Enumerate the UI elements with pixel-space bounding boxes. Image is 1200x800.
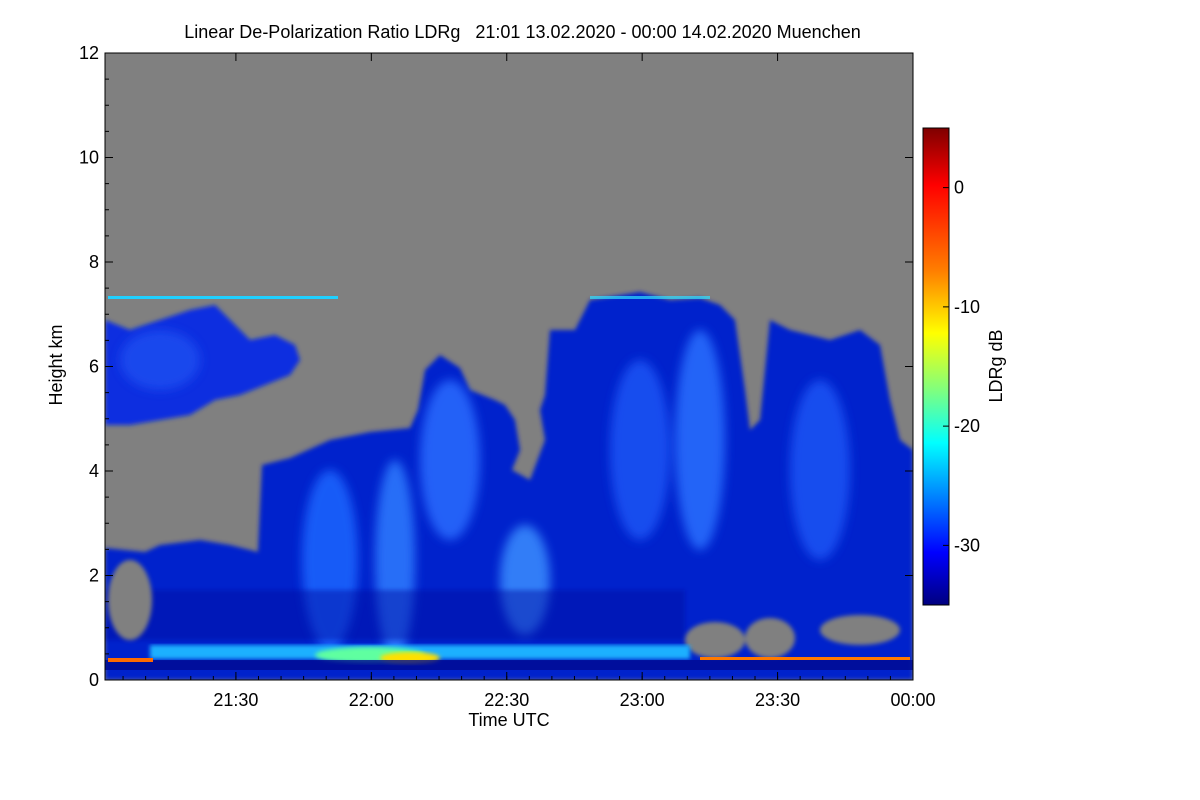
x-axis: 21:30 22:00 22:30 23:00 23:30 00:00 bbox=[122, 53, 936, 710]
lower-dark-region bbox=[105, 590, 685, 640]
gap-patch bbox=[745, 618, 795, 658]
y-tick-label: 2 bbox=[89, 566, 99, 586]
x-tick-label: 22:30 bbox=[484, 690, 529, 710]
colorbar-tick-label: -10 bbox=[954, 297, 980, 317]
high-layer-line bbox=[108, 296, 338, 299]
colorbar-label: LDRg dB bbox=[986, 329, 1006, 402]
y-tick-label: 8 bbox=[89, 252, 99, 272]
x-tick-label: 21:30 bbox=[213, 690, 258, 710]
y-tick-label: 6 bbox=[89, 357, 99, 377]
x-axis-label: Time UTC bbox=[468, 710, 549, 730]
y-tick-label: 12 bbox=[79, 43, 99, 63]
ground-streak bbox=[700, 657, 910, 660]
gap-patch bbox=[108, 560, 152, 640]
gap-patch bbox=[820, 615, 900, 645]
streak bbox=[120, 330, 200, 390]
colorbar-tick-label: 0 bbox=[954, 178, 964, 198]
streak bbox=[610, 360, 670, 540]
x-tick-label: 23:00 bbox=[620, 690, 665, 710]
x-tick-label: 22:00 bbox=[349, 690, 394, 710]
y-tick-label: 0 bbox=[89, 670, 99, 690]
chart-title: Linear De-Polarization Ratio LDRg 21:01 … bbox=[184, 22, 861, 42]
x-tick-label: 23:30 bbox=[755, 690, 800, 710]
y-axis-label: Height km bbox=[46, 324, 66, 405]
streak bbox=[790, 380, 850, 560]
high-layer-line bbox=[590, 296, 710, 299]
ground-streak bbox=[108, 658, 153, 662]
y-axis: 0 2 4 6 8 10 12 bbox=[79, 43, 913, 690]
streak bbox=[420, 380, 480, 540]
near-ground-band bbox=[105, 660, 913, 670]
colorbar-tick-label: -30 bbox=[954, 535, 980, 555]
ldr-heatmap bbox=[105, 292, 913, 680]
y-tick-label: 10 bbox=[79, 148, 99, 168]
x-tick-label: 00:00 bbox=[890, 690, 935, 710]
colorbar-tick-label: -20 bbox=[954, 416, 980, 436]
gap-patch bbox=[685, 622, 745, 658]
colorbar-axis: 0 -10 -20 -30 bbox=[943, 178, 980, 555]
streak bbox=[675, 330, 725, 550]
y-tick-label: 4 bbox=[89, 461, 99, 481]
colorbar bbox=[922, 127, 950, 606]
